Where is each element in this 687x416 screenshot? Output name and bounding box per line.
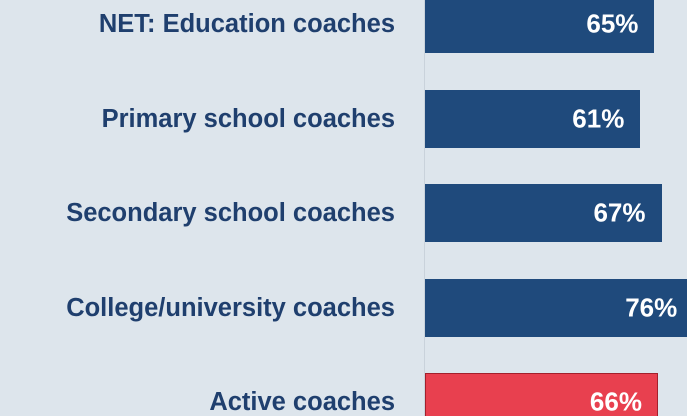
value-label: 67% (593, 197, 646, 228)
value-label: 76% (625, 292, 678, 322)
bar (425, 278, 687, 337)
category-label: College/university coaches (66, 293, 395, 322)
value-label: 61% (572, 103, 625, 133)
category-label: NET: Education coaches (98, 10, 395, 38)
category-label: Primary school coaches (101, 104, 395, 133)
category-label: Active coaches (209, 388, 395, 416)
bar (425, 89, 641, 148)
bar (425, 0, 655, 53)
bar (425, 184, 662, 242)
category-label: Secondary school coaches (66, 199, 395, 227)
axis-line (424, 0, 425, 416)
value-label: 65% (586, 8, 639, 39)
value-label: 66% (589, 386, 642, 416)
bar (425, 373, 658, 416)
